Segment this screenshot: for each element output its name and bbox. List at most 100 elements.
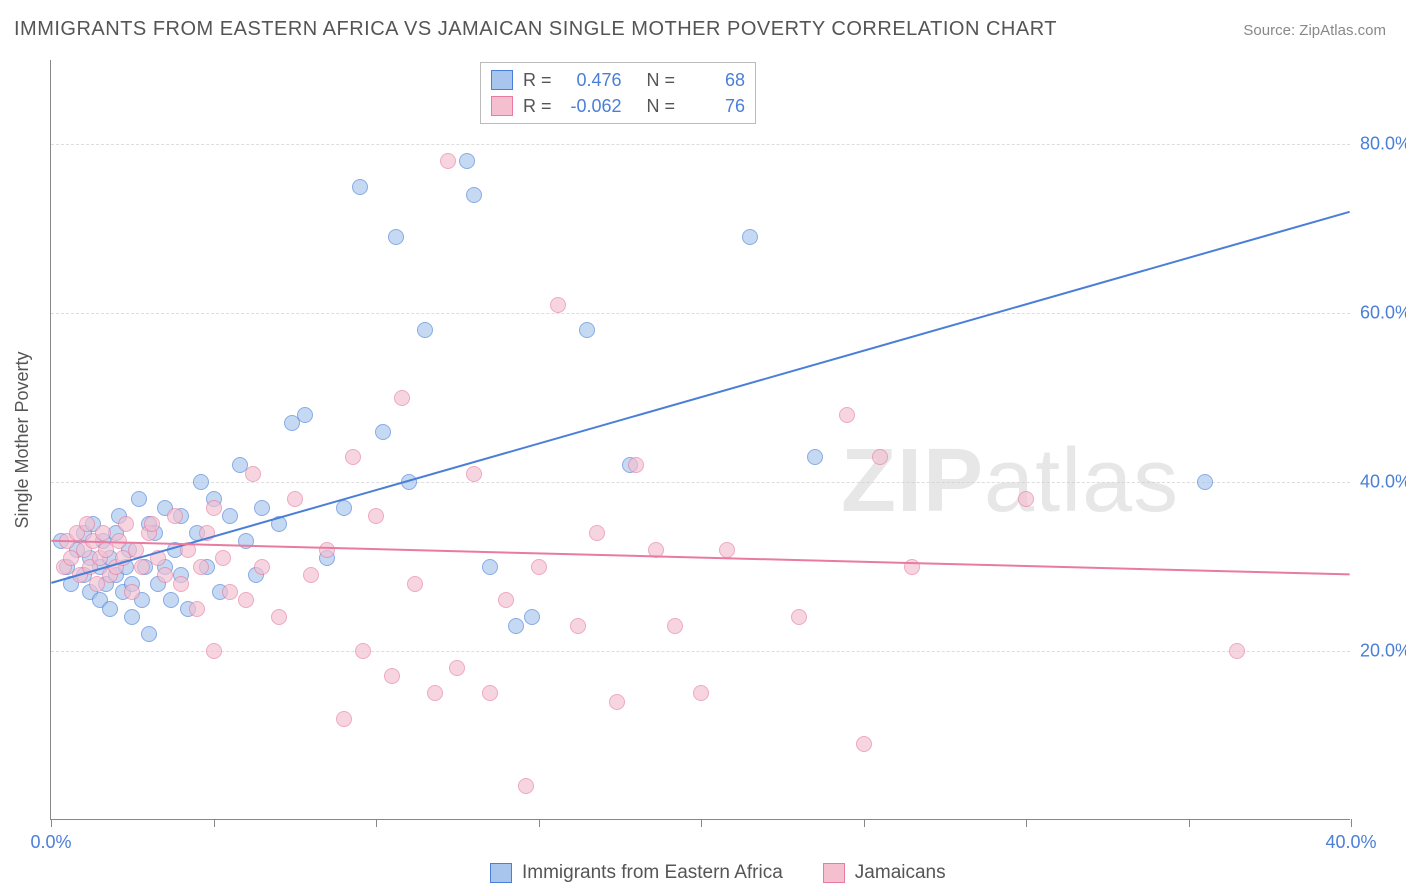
data-point-eastern_africa [297,407,313,423]
data-point-jamaicans [1229,643,1245,659]
x-tick [539,819,540,827]
data-point-jamaicans [518,778,534,794]
y-tick-label: 80.0% [1360,134,1406,155]
data-point-eastern_africa [459,153,475,169]
data-point-eastern_africa [579,322,595,338]
data-point-eastern_africa [524,609,540,625]
data-point-jamaicans [150,550,166,566]
data-point-jamaicans [667,618,683,634]
data-point-jamaicans [719,542,735,558]
data-point-eastern_africa [807,449,823,465]
data-point-jamaicans [118,516,134,532]
data-point-eastern_africa [466,187,482,203]
data-point-jamaicans [245,466,261,482]
data-point-jamaicans [839,407,855,423]
scatter-points [51,60,1350,819]
data-point-eastern_africa [742,229,758,245]
legend-item-eastern-africa: Immigrants from Eastern Africa [490,862,783,884]
y-tick-label: 60.0% [1360,303,1406,324]
data-point-jamaicans [482,685,498,701]
data-point-jamaicans [856,736,872,752]
data-point-jamaicans [336,711,352,727]
x-tick-label: 0.0% [30,832,71,853]
data-point-jamaicans [167,508,183,524]
swatch-jamaicans [823,863,845,883]
chart-title: IMMIGRANTS FROM EASTERN AFRICA VS JAMAIC… [14,18,1057,41]
data-point-eastern_africa [102,601,118,617]
n-value-eastern-africa: 68 [685,67,745,93]
data-point-jamaicans [791,609,807,625]
data-point-eastern_africa [163,592,179,608]
data-point-eastern_africa [124,609,140,625]
data-point-jamaicans [128,542,144,558]
data-point-jamaicans [111,533,127,549]
r-value-jamaicans: -0.062 [562,93,622,119]
data-point-jamaicans [79,516,95,532]
series-legend: Immigrants from Eastern Africa Jamaicans [490,862,946,884]
data-point-eastern_africa [238,533,254,549]
series-label-eastern-africa: Immigrants from Eastern Africa [522,862,783,884]
data-point-eastern_africa [336,500,352,516]
legend-row-eastern-africa: R = 0.476 N = 68 [491,67,745,93]
data-point-jamaicans [157,567,173,583]
data-point-jamaicans [355,643,371,659]
plot-area: ZIPatlas 20.0%40.0%60.0%80.0%0.0%40.0% [50,60,1350,820]
n-label: N = [647,93,676,119]
data-point-jamaicans [693,685,709,701]
x-tick [1189,819,1190,827]
data-point-jamaicans [193,559,209,575]
data-point-jamaicans [345,449,361,465]
data-point-jamaicans [449,660,465,676]
data-point-jamaicans [407,576,423,592]
data-point-eastern_africa [388,229,404,245]
n-label: N = [647,67,676,93]
x-tick [701,819,702,827]
data-point-eastern_africa [508,618,524,634]
data-point-jamaicans [319,542,335,558]
data-point-eastern_africa [141,626,157,642]
data-point-jamaicans [531,559,547,575]
swatch-jamaicans [491,96,513,116]
data-point-jamaicans [589,525,605,541]
data-point-jamaicans [1018,491,1034,507]
x-tick [1026,819,1027,827]
data-point-jamaicans [173,576,189,592]
data-point-jamaicans [287,491,303,507]
data-point-jamaicans [498,592,514,608]
data-point-jamaicans [206,643,222,659]
data-point-jamaicans [628,457,644,473]
r-label: R = [523,67,552,93]
y-tick-label: 40.0% [1360,472,1406,493]
data-point-jamaicans [189,601,205,617]
data-point-eastern_africa [401,474,417,490]
x-tick-label: 40.0% [1325,832,1376,853]
data-point-eastern_africa [222,508,238,524]
swatch-eastern-africa [490,863,512,883]
source-value: ZipAtlas.com [1299,22,1386,39]
data-point-jamaicans [254,559,270,575]
n-value-jamaicans: 76 [685,93,745,119]
data-point-jamaicans [904,559,920,575]
y-axis-label: Single Mother Poverty [12,351,33,528]
series-label-jamaicans: Jamaicans [855,862,946,884]
data-point-jamaicans [570,618,586,634]
data-point-eastern_africa [254,500,270,516]
data-point-jamaicans [180,542,196,558]
r-value-eastern-africa: 0.476 [562,67,622,93]
data-point-jamaicans [95,525,111,541]
data-point-jamaicans [206,500,222,516]
correlation-legend: R = 0.476 N = 68 R = -0.062 N = 76 [480,62,756,124]
data-point-eastern_africa [193,474,209,490]
legend-row-jamaicans: R = -0.062 N = 76 [491,93,745,119]
x-tick [864,819,865,827]
data-point-eastern_africa [131,491,147,507]
data-point-jamaicans [303,567,319,583]
data-point-jamaicans [427,685,443,701]
r-label: R = [523,93,552,119]
data-point-eastern_africa [375,424,391,440]
data-point-jamaicans [368,508,384,524]
source-attribution: Source: ZipAtlas.com [1243,22,1386,39]
data-point-eastern_africa [482,559,498,575]
data-point-jamaicans [215,550,231,566]
data-point-jamaicans [271,609,287,625]
